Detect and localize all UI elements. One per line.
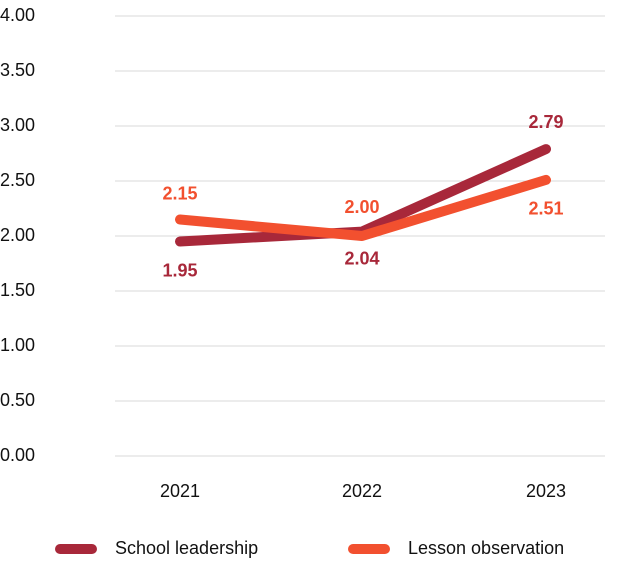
y-tick-label: 3.00 xyxy=(0,115,35,135)
data-label: 2.00 xyxy=(344,197,379,217)
x-tick-label: 2023 xyxy=(526,481,566,501)
y-tick-label: 0.50 xyxy=(0,390,35,410)
y-tick-label: 4.00 xyxy=(0,5,35,25)
data-label: 2.51 xyxy=(528,199,563,219)
legend-label: School leadership xyxy=(115,538,258,558)
y-tick-label: 3.50 xyxy=(0,60,35,80)
data-label: 1.95 xyxy=(162,260,197,280)
data-label: 2.04 xyxy=(344,248,379,268)
series-line xyxy=(175,174,551,241)
legend-label: Lesson observation xyxy=(408,538,564,558)
y-tick-label: 2.00 xyxy=(0,225,35,245)
data-label: 2.15 xyxy=(162,183,197,203)
y-tick-label: 1.00 xyxy=(0,335,35,355)
x-tick-label: 2022 xyxy=(342,481,382,501)
y-tick-label: 0.00 xyxy=(0,445,35,465)
y-tick-label: 2.50 xyxy=(0,170,35,190)
x-tick-label: 2021 xyxy=(160,481,200,501)
y-tick-label: 1.50 xyxy=(0,280,35,300)
data-label: 2.79 xyxy=(528,112,563,132)
